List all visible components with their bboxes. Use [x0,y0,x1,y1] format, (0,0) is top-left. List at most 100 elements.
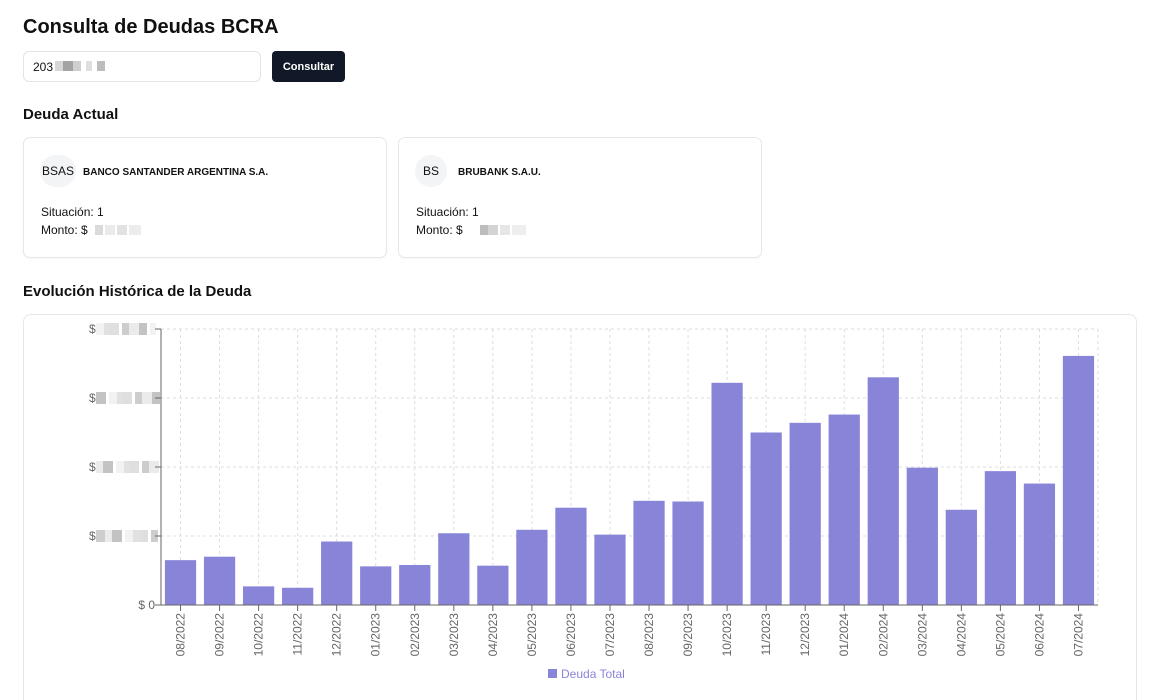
redaction-block [104,323,110,335]
x-tick-label: 02/2024 [876,613,890,657]
debt-card-santander: BSAS BANCO SANTANDER ARGENTINA S.A. Situ… [23,137,387,258]
redaction-block [96,530,105,542]
redaction-block [96,323,104,335]
redaction-block [110,323,119,335]
x-tick-label: 04/2023 [486,613,500,657]
redaction-block [124,461,130,473]
x-tick-label: 08/2022 [174,613,188,657]
page-title: Consulta de Deudas BCRA [23,16,279,38]
situation-label: Situación: 1 [41,205,104,219]
redacted-input-digits [55,61,105,71]
x-tick-label: 12/2022 [330,613,344,657]
redaction-block [117,392,123,404]
redaction-block [105,530,112,542]
x-tick-label: 05/2024 [993,613,1007,657]
x-tick-label: 03/2024 [915,613,929,657]
bar-04/2024 [945,509,977,605]
bar-04/2023 [477,565,509,605]
x-tick-label: 01/2023 [369,613,383,657]
x-tick-label: 12/2023 [798,613,812,657]
x-tick-label: 07/2023 [603,613,617,657]
redaction-block [96,461,103,473]
x-tick-label: 02/2023 [408,613,422,657]
redaction-block [123,392,132,404]
x-tick-label: 05/2023 [525,613,539,657]
bar-03/2024 [906,467,938,605]
redaction-block [112,530,122,542]
bar-07/2023 [594,534,626,605]
x-axis-ticks: 08/2022 09/2022 10/2022 11/2022 12/2022 01/20… [174,605,1085,657]
debt-card-brubank: BS BRUBANK S.A.U. Situación: 1 Monto: $ [398,137,762,258]
bar-11/2023 [750,432,782,605]
redaction-block [139,323,147,335]
bank-name: BRUBANK S.A.U. [458,167,541,178]
x-tick-label: 03/2023 [447,613,461,657]
x-tick-label: 09/2022 [213,613,227,657]
redaction-block [122,323,129,335]
x-tick-label: 07/2024 [1071,613,1085,657]
bar-01/2024 [828,414,860,605]
x-tick-label: 09/2023 [681,613,695,657]
x-tick-label: 01/2024 [837,613,851,657]
bar-10/2023 [711,382,743,605]
bar-02/2024 [867,377,899,605]
bar-02/2023 [399,564,431,605]
y-tick-label: $ [89,460,96,474]
redaction-block [142,461,149,473]
bar-07/2024 [1062,355,1095,605]
consultar-button[interactable]: Consultar [272,51,345,82]
bar-06/2024 [1023,483,1056,605]
redacted-y-tick-values [96,323,160,542]
y-tick-label: $ [89,322,96,336]
bar-06/2023 [555,507,587,605]
current-debt-title: Deuda Actual [23,106,119,123]
situation-label: Situación: 1 [416,205,479,219]
redaction-block [139,530,148,542]
x-tick-label: 06/2024 [1032,613,1046,657]
x-tick-label: 10/2022 [252,613,266,657]
bank-avatar: BS [415,155,447,187]
x-tick-label: 10/2023 [720,613,734,657]
bank-avatar: BSAS [40,155,77,187]
x-tick-label: 06/2023 [564,613,578,657]
chart-bars [164,355,1095,605]
redaction-block [135,392,142,404]
bar-11/2022 [282,587,314,605]
debt-history-chart: 08/2022 09/2022 10/2022 11/2022 12/2022 01/20… [89,322,1099,681]
cuit-search-input[interactable] [23,51,261,82]
x-tick-label: 04/2024 [954,613,968,657]
x-tick-label: 08/2023 [642,613,656,657]
bar-03/2023 [438,533,470,605]
bar-01/2023 [360,566,392,605]
x-tick-label: 11/2022 [291,613,305,656]
y-tick-label: $ 0 [138,598,155,612]
bar-12/2023 [789,422,821,605]
debt-history-chart-card: 08/2022 09/2022 10/2022 11/2022 12/2022 01/20… [23,314,1137,700]
y-axis-ticks: $ 0 $ $ $ $ [89,322,161,612]
redaction-block [133,530,139,542]
chart-legend: Deuda Total [548,667,625,681]
legend-label: Deuda Total [561,667,625,681]
redaction-block [116,461,124,473]
redacted-amount [95,225,141,235]
bar-08/2023 [633,500,665,605]
amount-label: Monto: $ [41,223,88,237]
bank-name: BANCO SANTANDER ARGENTINA S.A. [83,167,269,178]
redaction-block [103,461,113,473]
redaction-block [129,323,139,335]
redaction-block [130,461,139,473]
y-tick-label: $ [89,391,96,405]
bar-05/2024 [984,471,1017,605]
bar-09/2023 [672,501,704,605]
bar-08/2022 [164,560,197,605]
redaction-block [149,461,159,473]
redaction-block [109,392,117,404]
redaction-block [125,530,133,542]
history-title: Evolución Histórica de la Deuda [23,283,252,300]
redacted-amount [480,225,526,235]
amount-label: Monto: $ [416,223,463,237]
legend-swatch [548,669,557,678]
x-tick-label: 11/2023 [759,613,773,656]
redaction-block [96,392,106,404]
redaction-block [150,323,156,335]
